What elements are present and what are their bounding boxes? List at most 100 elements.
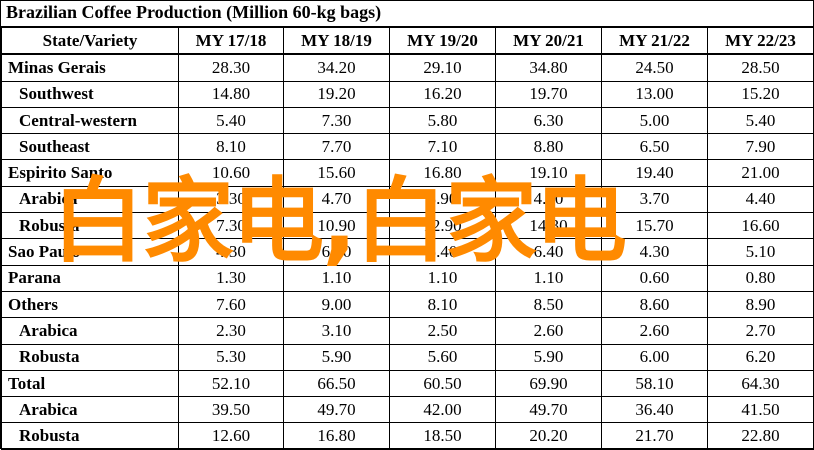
production-value-cell: 3.90	[389, 185, 496, 214]
production-value-cell: 16.60	[707, 212, 814, 240]
production-value-cell: 1.10	[389, 264, 496, 292]
production-value-cell: 8.60	[601, 290, 708, 319]
variety-label: Central-western	[1, 106, 179, 135]
table-row: Espirito Santo 10.60 15.60 16.80 19.10 19.40 2…	[1, 159, 814, 187]
header-row: State/Variety MY 17/18 MY 18/19 MY 19/20 MY …	[1, 27, 814, 56]
table-row: Robusta 5.30 5.90 5.60 5.90 6.00 6.20	[1, 343, 814, 371]
production-value-cell: 2.60	[601, 317, 708, 345]
production-value-cell: 20.20	[495, 422, 602, 450]
variety-label: Arabica	[1, 396, 179, 424]
table-row: Southwest 14.80 19.20 16.20 19.70 13.00 15.20	[1, 80, 814, 108]
table-row: Sao Paulo 4.30 6.50 5.40 6.40 4.30 5.10	[1, 238, 814, 266]
table-title: Brazilian Coffee Production (Million 60-…	[6, 2, 382, 22]
production-value-cell: 8.10	[178, 133, 284, 161]
header-marketing-year: MY 22/23	[707, 27, 814, 56]
table-row: Others 7.60 9.00 8.10 8.50 8.60 8.90	[1, 290, 814, 319]
state-label: Total	[1, 369, 179, 398]
table-row: Minas Gerais 28.30 34.20 29.10 34.80 24.50 28.…	[1, 53, 814, 82]
production-value-cell: 5.60	[389, 343, 496, 371]
table-row: Robusta 12.60 16.80 18.50 20.20 21.70 22.80	[1, 422, 814, 450]
production-value-cell: 42.00	[389, 396, 496, 424]
production-value-cell: 5.30	[178, 343, 284, 371]
variety-label: Robusta	[1, 343, 179, 371]
production-value-cell: 36.40	[601, 396, 708, 424]
watermark-text: 白家电,白家电	[52, 168, 627, 275]
table-row: Robusta 7.30 10.90 12.90 14.30 15.70 16.60	[1, 212, 814, 240]
production-value-cell: 5.80	[389, 106, 496, 135]
production-value-cell: 7.10	[389, 133, 496, 161]
table-title-row: Brazilian Coffee Production (Million 60-…	[0, 0, 814, 26]
header-marketing-year: MY 20/21	[495, 27, 602, 56]
variety-label: Robusta	[1, 422, 179, 450]
coffee-production-table: State/Variety MY 17/18 MY 18/19 MY 19/20 MY …	[1, 27, 814, 450]
production-value-cell: 0.60	[601, 264, 708, 292]
production-value-cell: 14.80	[178, 80, 284, 108]
production-value-cell: 5.90	[495, 343, 602, 371]
production-value-cell: 41.50	[707, 396, 814, 424]
production-value-cell: 16.80	[389, 159, 496, 187]
production-value-cell: 6.20	[707, 343, 814, 371]
production-value-cell: 64.30	[707, 369, 814, 398]
production-value-cell: 29.10	[389, 53, 496, 82]
table-row: Parana 1.30 1.10 1.10 1.10 0.60 0.80	[1, 264, 814, 292]
production-value-cell: 9.00	[283, 290, 390, 319]
production-value-cell: 4.80	[495, 185, 602, 214]
variety-label: Arabica	[1, 317, 179, 345]
production-value-cell: 1.30	[178, 264, 284, 292]
table-body: Minas Gerais 28.30 34.20 29.10 34.80 24.50 28.…	[1, 53, 814, 450]
state-label: Minas Gerais	[1, 53, 179, 82]
production-value-cell: 7.90	[707, 133, 814, 161]
production-value-cell: 34.20	[283, 53, 390, 82]
table-row: Total 52.10 66.50 60.50 69.90 58.10 64.30	[1, 369, 814, 398]
table-row: Southeast 8.10 7.70 7.10 8.80 6.50 7.90	[1, 133, 814, 161]
production-value-cell: 7.60	[178, 290, 284, 319]
production-value-cell: 3.30	[178, 185, 284, 214]
header-state-variety: State/Variety	[1, 27, 179, 56]
production-value-cell: 4.40	[707, 185, 814, 214]
production-value-cell: 19.40	[601, 159, 708, 187]
header-marketing-year: MY 21/22	[601, 27, 708, 56]
variety-label: Southeast	[1, 133, 179, 161]
production-value-cell: 2.60	[495, 317, 602, 345]
production-value-cell: 34.80	[495, 53, 602, 82]
production-value-cell: 7.30	[283, 106, 390, 135]
production-value-cell: 39.50	[178, 396, 284, 424]
production-value-cell: 49.70	[495, 396, 602, 424]
production-value-cell: 5.40	[178, 106, 284, 135]
production-value-cell: 28.30	[178, 53, 284, 82]
production-value-cell: 5.40	[707, 106, 814, 135]
production-value-cell: 5.00	[601, 106, 708, 135]
production-value-cell: 8.50	[495, 290, 602, 319]
production-value-cell: 22.80	[707, 422, 814, 450]
state-label: Espirito Santo	[1, 159, 179, 187]
production-value-cell: 8.10	[389, 290, 496, 319]
variety-label: Robusta	[1, 212, 179, 240]
production-value-cell: 7.70	[283, 133, 390, 161]
production-value-cell: 66.50	[283, 369, 390, 398]
production-value-cell: 2.30	[178, 317, 284, 345]
production-value-cell: 5.90	[283, 343, 390, 371]
title-divider	[0, 26, 814, 27]
production-value-cell: 52.10	[178, 369, 284, 398]
production-value-cell: 6.50	[601, 133, 708, 161]
production-value-cell: 69.90	[495, 369, 602, 398]
variety-label: Southwest	[1, 80, 179, 108]
state-label: Others	[1, 290, 179, 319]
table-row: Arabica 2.30 3.10 2.50 2.60 2.60 2.70	[1, 317, 814, 345]
header-marketing-year: MY 19/20	[389, 27, 496, 56]
production-value-cell: 18.50	[389, 422, 496, 450]
table-row: Central-western 5.40 7.30 5.80 6.30 5.00 5.40	[1, 106, 814, 135]
production-value-cell: 6.30	[495, 106, 602, 135]
production-value-cell: 19.20	[283, 80, 390, 108]
production-value-cell: 28.50	[707, 53, 814, 82]
production-value-cell: 21.70	[601, 422, 708, 450]
production-value-cell: 16.80	[283, 422, 390, 450]
production-value-cell: 21.00	[707, 159, 814, 187]
production-value-cell: 8.80	[495, 133, 602, 161]
production-value-cell: 2.70	[707, 317, 814, 345]
production-value-cell: 2.50	[389, 317, 496, 345]
production-value-cell: 4.70	[283, 185, 390, 214]
production-value-cell: 8.90	[707, 290, 814, 319]
production-value-cell: 0.80	[707, 264, 814, 292]
production-value-cell: 13.00	[601, 80, 708, 108]
